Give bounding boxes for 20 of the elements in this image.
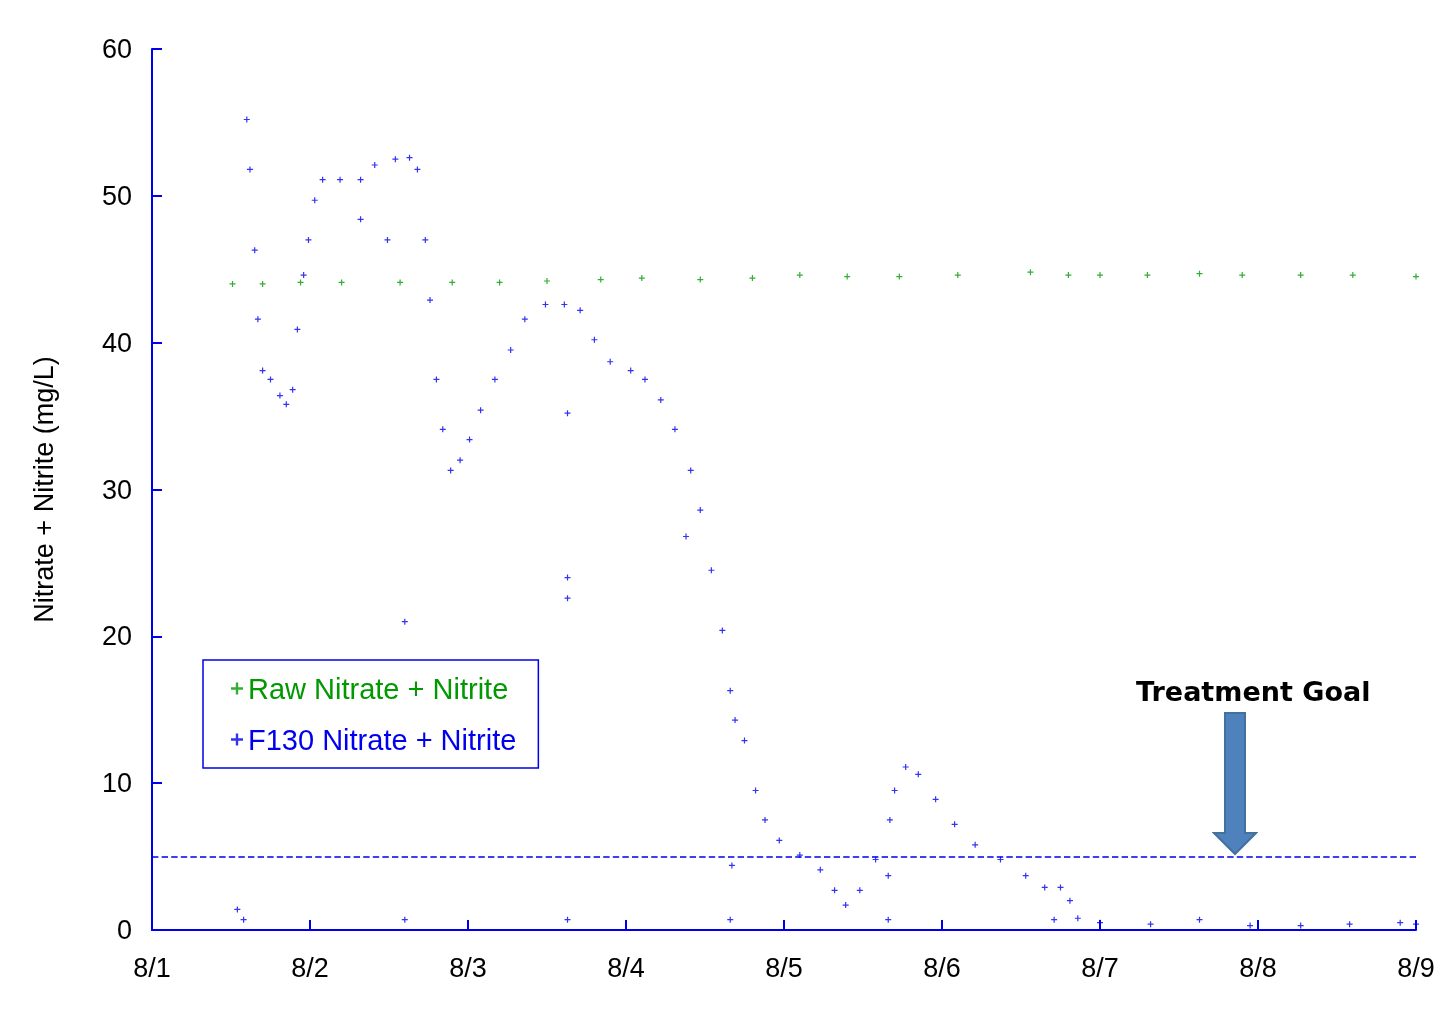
- x-tick-label: 8/8: [1239, 952, 1277, 983]
- x-tick-label: 8/9: [1397, 952, 1435, 983]
- y-tick-label: 30: [101, 474, 132, 505]
- x-tick-label: 8/4: [607, 952, 645, 983]
- y-tick-label: 40: [101, 327, 132, 358]
- y-tick-label: 60: [101, 34, 132, 64]
- legend-label: Raw Nitrate + Nitrite: [248, 672, 509, 705]
- x-tick-label: 8/3: [449, 952, 487, 983]
- annotation: Treatment Goal: [1136, 675, 1371, 707]
- legend-label: F130 Nitrate + Nitrite: [248, 723, 517, 756]
- x-tick-label: 8/6: [923, 952, 961, 983]
- x-tick-label: 8/2: [291, 952, 329, 983]
- y-tick-label: 10: [101, 768, 132, 799]
- y-tick-label: 0: [116, 915, 132, 945]
- x-tick-label: 8/7: [1081, 952, 1119, 983]
- y-tick-label: 20: [101, 621, 132, 652]
- y-tick-label: 50: [101, 180, 132, 211]
- y-axis-title: Nitrate + Nitrite (mg/L): [28, 356, 59, 623]
- x-tick-label: 8/5: [765, 952, 803, 983]
- x-tick-label: 8/1: [133, 952, 171, 983]
